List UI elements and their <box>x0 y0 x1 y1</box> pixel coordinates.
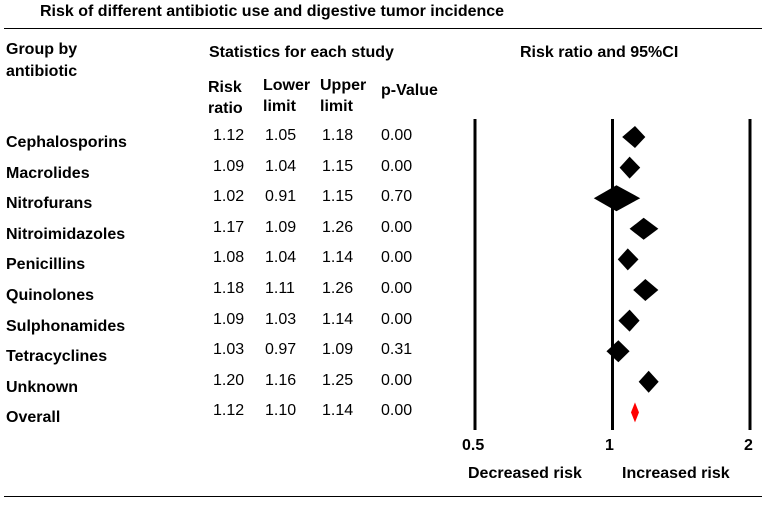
row-p-value: 0.00 <box>381 249 413 267</box>
row-lower-limit: 1.04 <box>265 157 297 175</box>
row-risk-ratio: 1.08 <box>213 249 245 267</box>
study-diamond <box>617 248 639 271</box>
row-lower-limit: 0.91 <box>265 188 297 206</box>
study-diamond <box>629 217 659 240</box>
row-upper-limit: 1.09 <box>322 341 354 359</box>
study-diamond <box>593 185 641 212</box>
row-group-label: Macrolides <box>6 164 90 182</box>
row-group-label: Cephalosporins <box>6 134 127 151</box>
row-upper-limit: 1.25 <box>322 371 354 389</box>
increased-risk-label: Increased risk <box>622 465 730 482</box>
x-tick-label-0: 0.5 <box>462 437 485 454</box>
row-upper-limit: 1.15 <box>322 188 354 206</box>
lower-limit-header-line2: limit <box>263 98 296 115</box>
row-risk-ratio: 1.02 <box>213 188 245 206</box>
study-diamond <box>618 309 640 332</box>
row-lower-limit: 1.11 <box>265 280 295 297</box>
row-p-value: 0.00 <box>381 310 413 328</box>
row-upper-limit: 1.15 <box>322 157 354 175</box>
row-p-value: 0.70 <box>381 188 413 206</box>
row-p-value: 0.00 <box>381 218 413 236</box>
row-lower-limit: 1.04 <box>265 249 297 267</box>
overall-diamond <box>630 402 639 423</box>
bottom-rule <box>4 496 762 497</box>
row-lower-limit: 1.16 <box>265 371 297 389</box>
study-diamond <box>633 279 659 301</box>
row-lower-limit: 1.03 <box>265 310 297 328</box>
row-group-label: Nitroimidazoles <box>6 225 126 243</box>
risk-ratio-header-line1: Risk <box>208 79 242 96</box>
x-tick-label-2: 2 <box>744 437 753 454</box>
lower-limit-header-line1: Lower <box>263 77 311 94</box>
row-p-value: 0.00 <box>381 157 413 175</box>
row-lower-limit: 1.09 <box>265 218 297 236</box>
group-header-line1: Group by <box>6 41 78 58</box>
forest-plot <box>473 119 752 430</box>
row-group-label: Unknown <box>6 378 78 396</box>
row-p-value: 0.31 <box>381 341 413 359</box>
p-value-header: p-Value <box>381 82 438 99</box>
top-rule <box>4 28 762 29</box>
row-risk-ratio: 1.09 <box>213 157 245 175</box>
row-group-label: Overall <box>6 409 61 427</box>
row-upper-limit: 1.14 <box>322 310 354 328</box>
row-upper-limit: 1.14 <box>322 402 354 420</box>
row-group-label: Sulphonamides <box>6 317 126 335</box>
row-group-label: Quinolones <box>6 287 94 304</box>
chart-title: Risk of different antibiotic use and dig… <box>40 3 505 20</box>
row-lower-limit: 0.97 <box>265 341 297 359</box>
row-risk-ratio: 1.20 <box>213 371 245 389</box>
row-p-value: 0.00 <box>381 402 413 420</box>
row-risk-ratio: 1.03 <box>213 341 245 359</box>
row-upper-limit: 1.26 <box>322 218 354 236</box>
decreased-risk-label: Decreased risk <box>468 465 582 482</box>
x-tick-label-1: 1 <box>605 437 614 454</box>
row-risk-ratio: 1.17 <box>213 218 245 236</box>
plot-header: Risk ratio and 95%CI <box>520 44 679 61</box>
risk-ratio-header-line2: ratio <box>208 100 243 117</box>
row-group-label: Nitrofurans <box>6 195 93 213</box>
row-risk-ratio: 1.18 <box>213 280 245 297</box>
upper-limit-header-line1: Upper <box>320 77 367 94</box>
study-diamond <box>619 156 641 179</box>
row-group-label: Penicillins <box>6 256 86 274</box>
row-p-value: 0.00 <box>381 280 413 297</box>
row-p-value: 0.00 <box>381 371 413 389</box>
row-p-value: 0.00 <box>381 127 413 144</box>
row-group-label: Tetracyclines <box>6 348 108 366</box>
row-risk-ratio: 1.12 <box>213 127 245 144</box>
row-risk-ratio: 1.12 <box>213 402 245 420</box>
row-lower-limit: 1.10 <box>265 402 297 420</box>
stats-header: Statistics for each study <box>209 44 394 61</box>
row-risk-ratio: 1.09 <box>213 310 245 328</box>
study-diamond <box>606 340 630 363</box>
row-upper-limit: 1.18 <box>322 127 354 144</box>
group-header-line2: antibiotic <box>6 63 78 80</box>
study-diamond <box>638 370 659 393</box>
row-upper-limit: 1.14 <box>322 249 354 267</box>
study-diamond <box>622 126 646 148</box>
upper-limit-header-line2: limit <box>320 98 353 115</box>
row-lower-limit: 1.05 <box>265 127 297 144</box>
row-upper-limit: 1.26 <box>322 280 354 297</box>
